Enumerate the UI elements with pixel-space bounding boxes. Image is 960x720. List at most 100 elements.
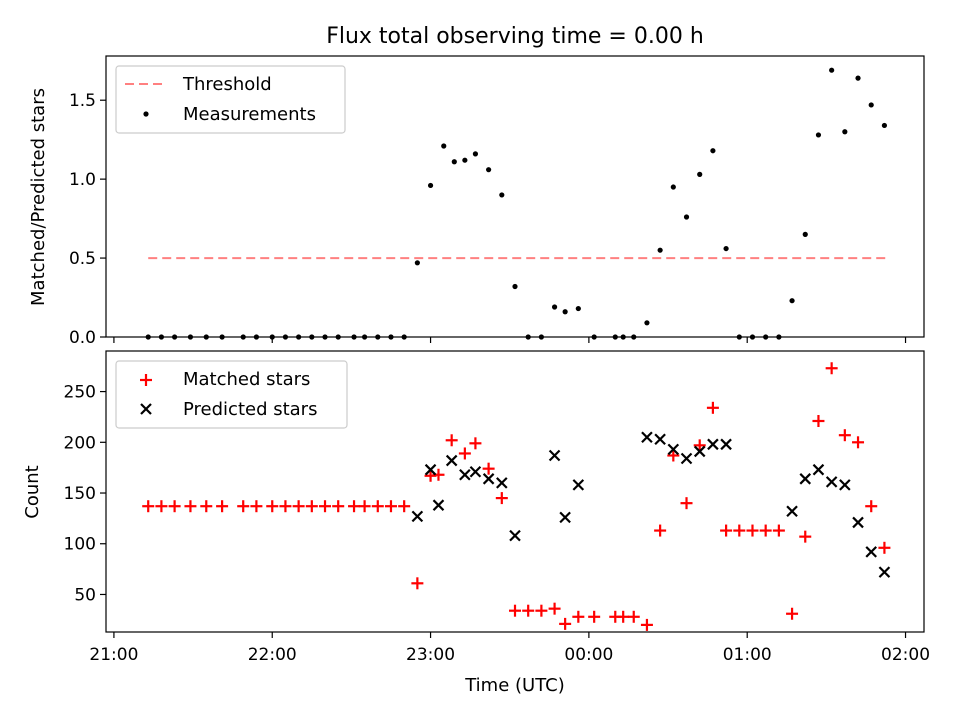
- predicted-star-point: [839, 479, 851, 491]
- matched-star-point: [292, 500, 305, 513]
- legend-predicted-swatch: [140, 403, 152, 415]
- bottom-ylabel: Count: [22, 465, 43, 518]
- matched-star-point: [458, 447, 471, 460]
- matched-star-point: [142, 500, 155, 513]
- matched-star-point: [812, 414, 825, 427]
- bottom-ticks: 50 100 150 200 250 21:00 22:00 23:00 00:00 01:00 0…: [64, 383, 930, 665]
- predicted-star-point: [411, 510, 424, 523]
- matched-star-point: [878, 541, 891, 554]
- matched-star-point: [358, 500, 371, 513]
- matched-star-point: [535, 604, 548, 617]
- matched-star-point: [348, 500, 361, 513]
- bottom-xtick-label: 02:00: [881, 645, 930, 665]
- matched-star-point: [825, 362, 838, 375]
- bottom-xtick-label: 21:00: [89, 645, 138, 665]
- matched-star-point: [319, 500, 332, 513]
- predicted-star-point: [496, 477, 508, 489]
- matched-star-point: [838, 429, 851, 442]
- chart-title: Flux total observing time = 0.00 h: [326, 24, 704, 49]
- predicted-star-point: [548, 449, 561, 462]
- matched-star-point: [398, 500, 411, 513]
- predicted-star-point: [482, 473, 495, 485]
- measurement-point: [512, 283, 518, 290]
- matched-star-point: [680, 497, 693, 510]
- predicted-star-point: [445, 454, 458, 467]
- predicted-star-point: [786, 505, 798, 518]
- predicted-star-point: [865, 546, 878, 558]
- matched-star-point: [482, 462, 495, 475]
- matched-star-point: [720, 524, 733, 537]
- matched-star-point: [411, 577, 424, 590]
- predicted-star-point: [825, 476, 838, 488]
- bottom-axes-frame: [105, 350, 925, 633]
- measurement-point: [575, 305, 581, 312]
- bottom-ytick-label: 50: [74, 585, 96, 605]
- measurement-point: [644, 320, 650, 326]
- matched-star-point: [168, 500, 181, 513]
- matched-star-point: [509, 604, 521, 617]
- matched-star-point: [617, 610, 630, 623]
- matched-star-point: [548, 602, 561, 615]
- predicted-star-point: [667, 443, 680, 456]
- measurement-point: [427, 182, 434, 189]
- top-ytick-label: 0.5: [69, 249, 96, 269]
- predicted-star-point: [693, 445, 706, 458]
- predicted-star-point: [799, 473, 812, 485]
- predicted-star-point: [509, 529, 521, 542]
- top-ytick-label: 1.5: [69, 91, 96, 111]
- matched-star-point: [693, 439, 706, 452]
- predicted-star-point: [878, 566, 891, 578]
- measurement-point: [462, 157, 468, 163]
- matched-star-point: [469, 437, 482, 450]
- bottom-ytick-label: 150: [64, 484, 96, 504]
- measurement-point: [802, 231, 808, 237]
- matched-star-point: [799, 530, 812, 543]
- measurement-point: [414, 260, 420, 266]
- top-legend: Threshold Measurements: [115, 65, 346, 134]
- measurement-point: [829, 67, 835, 73]
- measurement-point: [670, 184, 676, 190]
- matched-star-point: [759, 524, 772, 537]
- matched-star-point: [746, 524, 759, 537]
- matched-star-point: [384, 500, 397, 513]
- bottom-legend: Matched stars Predicted stars: [115, 360, 348, 429]
- top-panel: 0.0 0.5 1.0 1.5 Matched/Predicted stars Thr…: [28, 55, 925, 348]
- measurement-point: [562, 309, 568, 315]
- matched-star-point: [865, 500, 878, 513]
- predicted-stars-points: [411, 431, 891, 578]
- legend-predicted-label: Predicted stars: [183, 399, 317, 420]
- measurement-point: [881, 122, 888, 129]
- matched-star-point: [184, 500, 197, 513]
- bottom-legend-box: [115, 360, 348, 429]
- matched-star-point: [237, 500, 250, 513]
- predicted-star-point: [432, 499, 445, 511]
- legend-threshold-label: Threshold: [182, 74, 272, 95]
- top-axes-frame: [105, 55, 925, 338]
- matched-star-point: [279, 500, 292, 513]
- matched-star-point: [216, 500, 229, 513]
- top-ylabel: Matched/Predicted stars: [28, 88, 49, 306]
- bottom-ytick-label: 100: [64, 535, 96, 555]
- matched-star-point: [559, 617, 572, 630]
- predicted-star-point: [707, 438, 719, 451]
- matched-star-point: [522, 604, 535, 617]
- matched-star-point: [772, 524, 785, 537]
- measurement-point: [451, 159, 457, 165]
- predicted-star-point: [459, 468, 471, 481]
- matched-star-point: [495, 492, 508, 505]
- matched-star-point: [640, 618, 653, 631]
- measurement-point: [657, 247, 663, 253]
- matched-star-point: [733, 524, 746, 537]
- legend-matched-label: Matched stars: [183, 369, 310, 390]
- predicted-star-point: [559, 511, 571, 524]
- measurement-point: [486, 167, 492, 173]
- predicted-star-point: [812, 463, 825, 476]
- bottom-xtick-label: 22:00: [248, 645, 297, 665]
- bottom-ytick-label: 250: [64, 383, 96, 403]
- predicted-star-point: [641, 431, 653, 444]
- matched-star-point: [445, 434, 458, 447]
- legend-matched-swatch: [140, 374, 152, 386]
- bottom-xtick-label: 01:00: [723, 645, 772, 665]
- matched-star-point: [627, 610, 640, 623]
- legend-measurements-label: Measurements: [183, 104, 316, 125]
